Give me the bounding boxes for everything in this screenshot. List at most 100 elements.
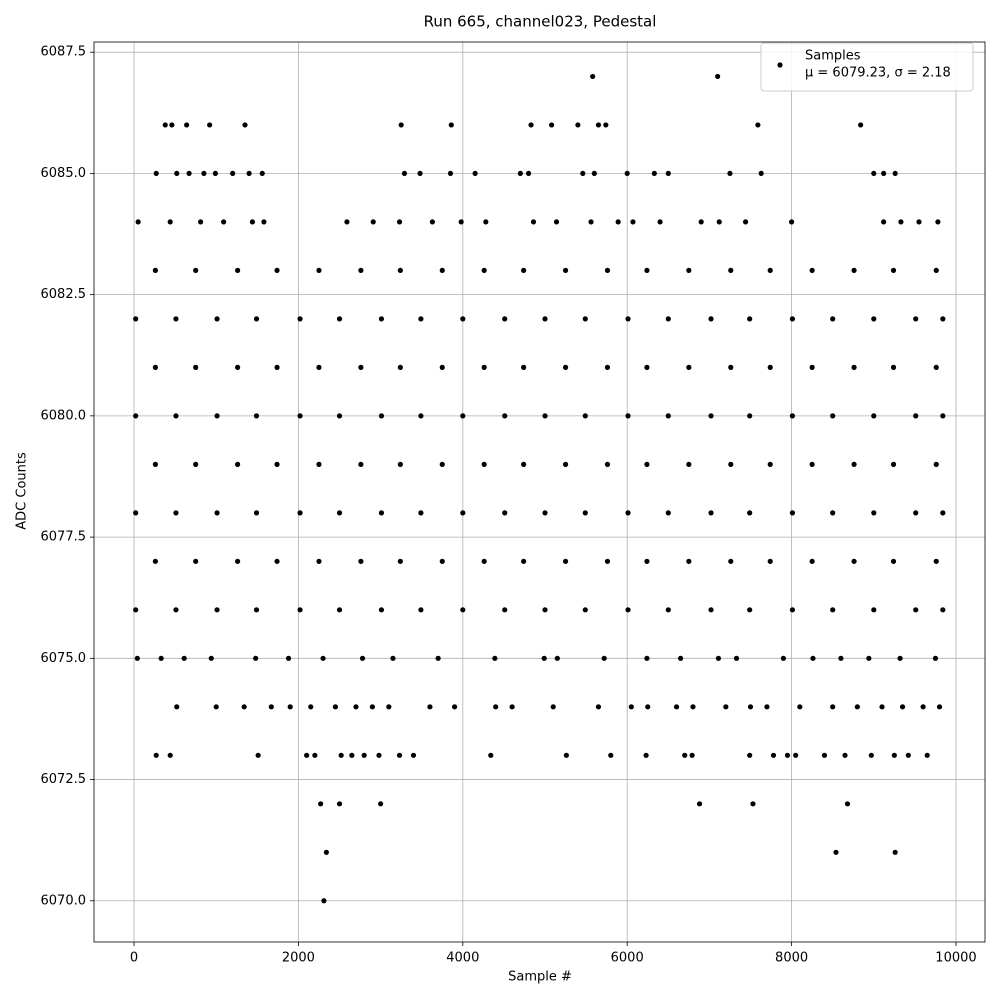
point [871,413,877,419]
point [184,122,190,128]
point [868,752,874,758]
point [562,267,569,273]
point [439,558,445,564]
point [866,655,872,661]
point [214,607,220,613]
point [174,704,180,710]
point [548,122,555,128]
point [628,704,634,710]
point [582,316,588,322]
point [242,122,248,128]
point [181,655,187,661]
point [502,413,508,419]
point [448,122,454,128]
point [588,219,594,225]
point [323,849,329,855]
point [871,170,877,177]
point [809,461,815,467]
point [810,655,816,661]
point [358,267,364,273]
point [447,170,454,177]
point [212,170,219,177]
point [920,704,926,710]
point [590,73,596,80]
point [582,510,588,516]
point [460,316,466,322]
point [214,316,220,322]
point [678,655,684,661]
point [429,219,435,225]
point [353,704,359,710]
point [397,267,403,273]
point [615,219,621,225]
point [582,413,588,419]
point [152,364,159,370]
point [933,267,939,273]
point [603,122,609,128]
point [410,752,417,758]
point [509,704,515,710]
point [439,461,445,467]
point [359,655,366,661]
point [844,801,851,807]
point [349,752,355,758]
point [502,607,508,613]
point [601,655,607,661]
point [890,267,897,273]
y-tick-label: 6087.5 [41,45,87,60]
point [234,558,241,564]
point [162,122,168,128]
point [460,413,466,419]
point [630,219,636,225]
point [747,607,753,613]
point [554,655,560,661]
point [418,607,424,613]
point [905,752,911,758]
point [644,364,650,370]
point [502,510,508,516]
legend-marker [777,62,783,68]
point [851,461,857,467]
point [833,849,839,855]
legend-box [760,42,974,92]
y-tick-label: 6082.5 [41,287,87,302]
point [604,558,611,564]
y-tick-label: 6075.0 [41,651,87,666]
point [608,752,614,758]
point [521,267,527,273]
point [625,413,631,419]
point [563,752,569,758]
point [797,704,803,710]
point [259,170,265,177]
point [580,170,586,177]
point [521,558,527,564]
point [686,364,692,370]
point [439,267,445,273]
point [492,655,498,661]
point [297,607,303,613]
point [439,364,445,370]
point [370,219,376,225]
plot-frame [93,41,986,943]
point [214,510,220,516]
point [696,801,703,807]
point [316,461,322,467]
point [297,316,303,322]
point [274,558,280,564]
point [784,752,791,758]
point [358,558,364,564]
point [308,704,314,710]
point [789,413,796,419]
point [747,510,753,516]
point [851,558,857,564]
point [682,752,688,758]
point [553,219,560,225]
point [708,510,714,516]
point [321,898,327,904]
point [698,219,704,225]
point [167,219,173,225]
point [451,704,458,710]
point [871,316,877,322]
point [493,704,499,710]
point [542,607,548,613]
